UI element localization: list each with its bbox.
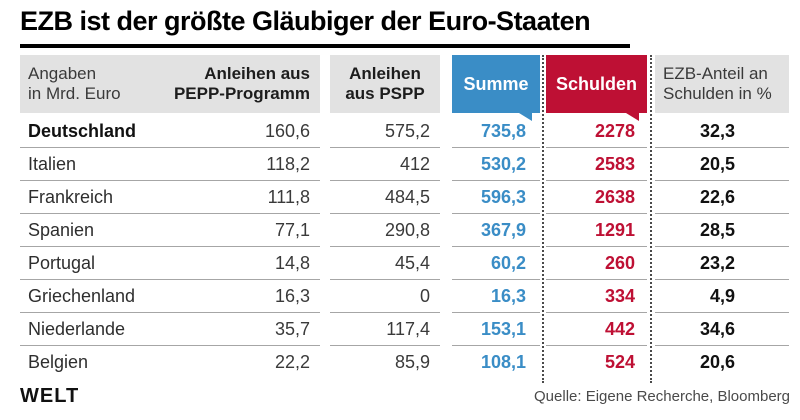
page-title: EZB ist der größte Gläubiger der Euro-St… (20, 6, 591, 36)
pepp-value: 16,3 (170, 280, 320, 313)
anteil-value: 32,3 (655, 115, 789, 148)
country-cell: Spanien (20, 214, 170, 247)
table-row-deutschland: Deutschland 160,6 575,2 735,8 2278 32,3 (20, 115, 789, 148)
summe-value: 530,2 (452, 148, 540, 181)
summe-value: 735,8 (452, 115, 540, 148)
table-row-griechenland: Griechenland 16,3 0 16,3 334 4,9 (20, 280, 789, 313)
pspp-value: 45,4 (330, 247, 440, 280)
pspp-value: 484,5 (330, 181, 440, 214)
welt-logo: WELT (20, 385, 80, 407)
header-schulden: Schulden (546, 55, 647, 121)
table-row-spanien: Spanien 77,1 290,8 367,9 1291 28,5 (20, 214, 789, 247)
bubble-tail-icon (519, 113, 532, 121)
pspp-value: 412 (330, 148, 440, 181)
header-unit-pepp-group: Angaben in Mrd. Euro Anleihen aus PEPP-P… (20, 55, 320, 113)
summe-value: 153,1 (452, 313, 540, 346)
table-row-italien: Italien 118,2 412 530,2 2583 20,5 (20, 148, 789, 181)
pepp-value: 77,1 (170, 214, 320, 247)
header-summe: Summe (452, 55, 540, 121)
table-row-belgien: Belgien 22,2 85,9 108,1 524 20,6 (20, 346, 789, 379)
pspp-value: 575,2 (330, 115, 440, 148)
country-cell: Frankreich (20, 181, 170, 214)
pepp-value: 111,8 (170, 181, 320, 214)
title-underline (20, 44, 630, 48)
anteil-value: 22,6 (655, 181, 789, 214)
summe-value: 16,3 (452, 280, 540, 313)
header-pepp: Anleihen aus PEPP-Programm (173, 64, 310, 103)
table-row-frankreich: Frankreich 111,8 484,5 596,3 2638 22,6 (20, 181, 789, 214)
pepp-value: 118,2 (170, 148, 320, 181)
schulden-value: 1291 (546, 214, 647, 247)
schulden-value: 260 (546, 247, 647, 280)
pepp-value: 14,8 (170, 247, 320, 280)
schulden-value: 442 (546, 313, 647, 346)
country-cell: Griechenland (20, 280, 170, 313)
schulden-value: 2638 (546, 181, 647, 214)
country-cell: Italien (20, 148, 170, 181)
schulden-value: 524 (604, 352, 635, 372)
pepp-value: 160,6 (170, 115, 320, 148)
table-row-niederlande: Niederlande 35,7 117,4 153,1 442 34,6 (20, 313, 789, 346)
dotted-divider (542, 55, 544, 383)
anteil-value: 34,6 (655, 313, 789, 346)
header-pspp: Anleihen aus PSPP (330, 55, 440, 113)
table-row-portugal: Portugal 14,8 45,4 60,2 260 23,2 (20, 247, 789, 280)
pspp-value: 290,8 (330, 214, 440, 247)
country-cell: Portugal (20, 247, 170, 280)
country-cell: Deutschland (20, 115, 170, 148)
anteil-value: 20,6 (699, 352, 735, 372)
pspp-value: 85,9 (394, 352, 430, 372)
schulden-value: 2583 (546, 148, 647, 181)
pspp-value: 0 (330, 280, 440, 313)
anteil-value: 28,5 (655, 214, 789, 247)
anteil-value: 23,2 (655, 247, 789, 280)
schulden-value: 2278 (546, 115, 647, 148)
bubble-tail-icon (626, 113, 639, 121)
pepp-value: 22,2 (274, 352, 310, 372)
header-schulden-label: Schulden (555, 73, 637, 94)
dotted-divider (650, 55, 652, 383)
pepp-value: 35,7 (170, 313, 320, 346)
anteil-value: 20,5 (655, 148, 789, 181)
summe-value: 108,1 (480, 352, 526, 372)
country-cell: Niederlande (20, 313, 170, 346)
anteil-value: 4,9 (655, 280, 789, 313)
source-credit: Quelle: Eigene Recherche, Bloomberg (534, 388, 790, 405)
unit-label: Angaben in Mrd. Euro (28, 64, 121, 103)
summe-value: 60,2 (452, 247, 540, 280)
summe-value: 367,9 (452, 214, 540, 247)
summe-value: 596,3 (452, 181, 540, 214)
country-cell: Belgien (28, 352, 89, 372)
header-summe-label: Summe (463, 73, 529, 94)
header-anteil: EZB-Anteil an Schulden in % (655, 55, 789, 113)
pspp-value: 117,4 (330, 313, 440, 346)
schulden-value: 334 (546, 280, 647, 313)
table-header: Angaben in Mrd. Euro Anleihen aus PEPP-P… (20, 55, 789, 121)
table-body: Deutschland 160,6 575,2 735,8 2278 32,3 … (20, 115, 789, 379)
